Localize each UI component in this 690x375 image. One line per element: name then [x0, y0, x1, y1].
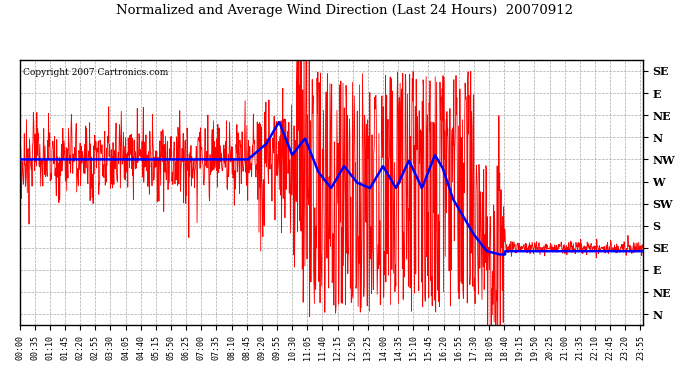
Text: Copyright 2007 Cartronics.com: Copyright 2007 Cartronics.com: [23, 68, 168, 77]
Text: Normalized and Average Wind Direction (Last 24 Hours)  20070912: Normalized and Average Wind Direction (L…: [117, 4, 573, 17]
